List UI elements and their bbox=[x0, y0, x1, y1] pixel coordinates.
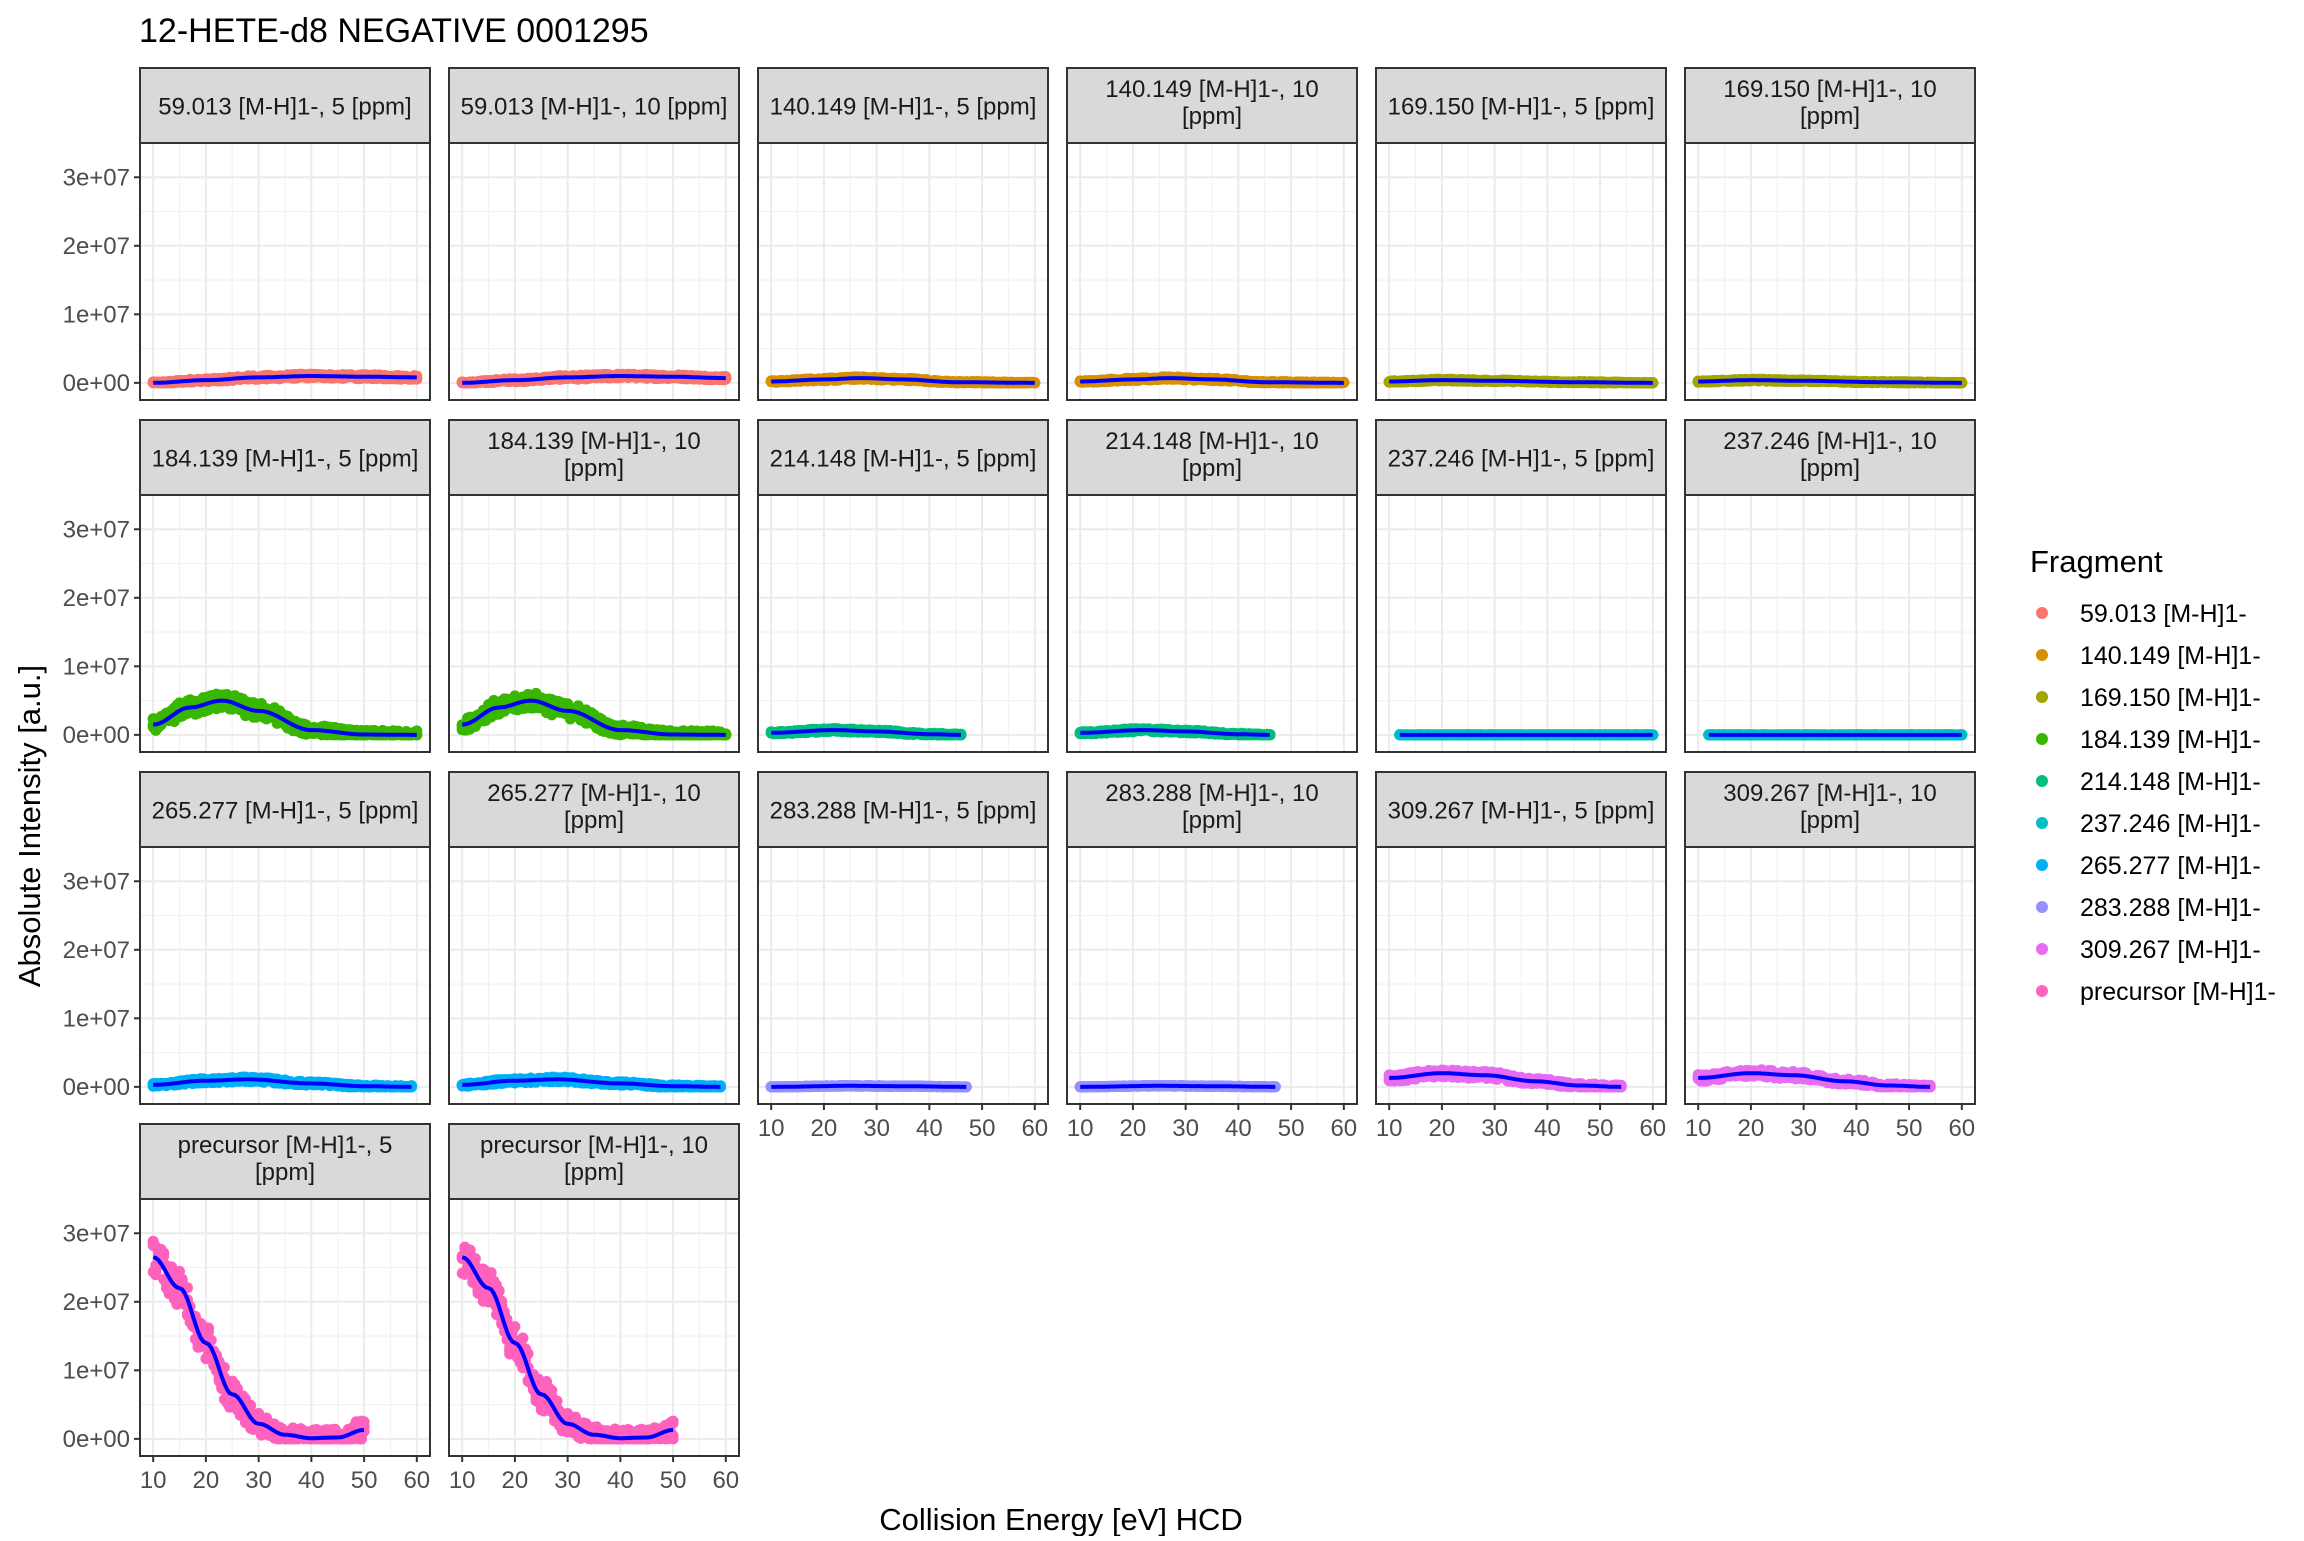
y-tick-label: 1e+07 bbox=[63, 301, 130, 328]
facet-panel: 140.149 [M-H]1-, 5 [ppm] bbox=[758, 68, 1048, 400]
strip-label: [ppm] bbox=[1182, 455, 1242, 482]
y-tick-label: 0e+00 bbox=[63, 722, 130, 749]
strip-label: [ppm] bbox=[564, 455, 624, 482]
y-tick-label: 3e+07 bbox=[63, 516, 130, 543]
facet-panel: 59.013 [M-H]1-, 5 [ppm] 0e+00 1e+07 2e+07 3e… bbox=[63, 68, 430, 400]
facet-panel: 237.246 [M-H]1-, 5 [ppm] bbox=[1376, 420, 1666, 752]
strip-label: 265.277 [M-H]1-, 5 [ppm] bbox=[152, 798, 419, 825]
chart-title: 12-HETE-d8 NEGATIVE 0001295 bbox=[139, 12, 649, 50]
strip-label: 59.013 [M-H]1-, 10 [ppm] bbox=[461, 94, 728, 121]
strip-label: 140.149 [M-H]1-, 5 [ppm] bbox=[770, 94, 1037, 121]
facet-panel: 237.246 [M-H]1-, 10[ppm] bbox=[1685, 420, 1975, 752]
facet-panel: 59.013 [M-H]1-, 10 [ppm] bbox=[449, 68, 739, 400]
strip-label: 237.246 [M-H]1-, 10 bbox=[1723, 428, 1936, 455]
y-tick-label: 3e+07 bbox=[63, 164, 130, 191]
y-tick-label: 2e+07 bbox=[63, 585, 130, 612]
facet-panel: 140.149 [M-H]1-, 10[ppm] bbox=[1067, 68, 1357, 400]
strip-label: 184.139 [M-H]1-, 5 [ppm] bbox=[152, 446, 419, 473]
strip-label: [ppm] bbox=[1800, 103, 1860, 130]
facet-panel: 214.148 [M-H]1-, 10[ppm] bbox=[1067, 420, 1357, 752]
strip-label: 237.246 [M-H]1-, 5 [ppm] bbox=[1388, 446, 1655, 473]
y-tick-label: 1e+07 bbox=[63, 653, 130, 680]
strip-label: 169.150 [M-H]1-, 10 bbox=[1723, 76, 1936, 103]
strip-label: 184.139 [M-H]1-, 10 bbox=[487, 428, 700, 455]
facet-panel: 214.148 [M-H]1-, 5 [ppm] bbox=[758, 420, 1048, 752]
strip-label: 59.013 [M-H]1-, 5 [ppm] bbox=[158, 94, 411, 121]
strip-label: 214.148 [M-H]1-, 10 bbox=[1105, 428, 1318, 455]
y-tick-label: 2e+07 bbox=[63, 233, 130, 260]
y-tick-label: 0e+00 bbox=[63, 370, 130, 397]
facet-panel: 184.139 [M-H]1-, 10[ppm] bbox=[449, 420, 739, 752]
strip-label: 169.150 [M-H]1-, 5 [ppm] bbox=[1388, 94, 1655, 121]
facet-panels: 59.013 [M-H]1-, 5 [ppm] 0e+00 1e+07 2e+07 3e… bbox=[63, 68, 1976, 1494]
strip-label: 214.148 [M-H]1-, 5 [ppm] bbox=[770, 446, 1037, 473]
facet-panel: 169.150 [M-H]1-, 10[ppm] bbox=[1685, 68, 1975, 400]
strip-label: [ppm] bbox=[1182, 103, 1242, 130]
strip-label: 140.149 [M-H]1-, 10 bbox=[1105, 76, 1318, 103]
facet-panel: 265.277 [M-H]1-, 5 [ppm]0e+001e+072e+073… bbox=[63, 772, 430, 1104]
facet-panel: 184.139 [M-H]1-, 5 [ppm] 0e+00 1e+07 2e+07 3… bbox=[63, 420, 430, 752]
facet-panel: 169.150 [M-H]1-, 5 [ppm] bbox=[1376, 68, 1666, 400]
strip-label: [ppm] bbox=[1800, 455, 1860, 482]
